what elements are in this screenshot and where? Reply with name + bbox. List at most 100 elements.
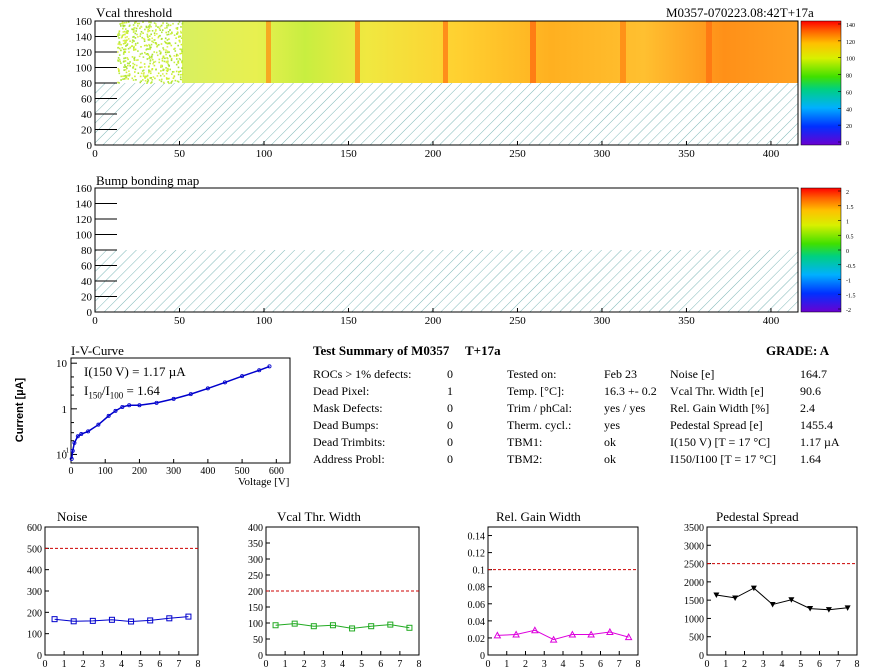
vcal-noise-pixel xyxy=(120,79,122,81)
trend-xtick-label: 5 xyxy=(138,659,143,670)
trend-point xyxy=(624,633,633,641)
trend-ytick-label: 1500 xyxy=(684,596,704,607)
vcal-noise-pixel xyxy=(144,66,146,68)
trend-xtick-label: 6 xyxy=(378,659,383,670)
map-ytick-label: 60 xyxy=(81,261,93,273)
vcal-noise-pixel xyxy=(145,25,148,28)
vcal-noise-pixel xyxy=(157,26,159,28)
vcal-noise-pixel xyxy=(143,40,146,42)
module-id: M0357-070223.08:42T+17a xyxy=(666,5,814,20)
vcal-noise-pixel xyxy=(142,32,144,34)
vcal-noise-pixel xyxy=(125,32,128,34)
trend-ytick-label: 200 xyxy=(248,587,263,598)
vcal-noise-pixel xyxy=(147,30,149,33)
vcal-noise-pixel xyxy=(159,74,162,77)
trend-series-line xyxy=(54,616,189,623)
bump-colorbar xyxy=(800,187,842,313)
vcal-noise-pixel xyxy=(134,26,136,29)
vcal-noise-pixel xyxy=(118,34,121,36)
vcal-noise-pixel xyxy=(165,67,167,69)
vcal-noise-pixel xyxy=(157,72,160,75)
trend-point xyxy=(750,585,757,592)
vcal-noise-pixel xyxy=(133,56,136,59)
trend-point xyxy=(108,616,115,623)
vcal-noise-pixel xyxy=(147,36,149,39)
vcal-noise-pixel xyxy=(167,31,170,33)
vcal-noise-pixel xyxy=(146,45,148,47)
defect-label: Dead Pixel: xyxy=(313,384,370,398)
map-ytick-label: 140 xyxy=(76,199,93,211)
vcal-noise-pixel xyxy=(156,44,159,47)
vcal-noise-pixel xyxy=(139,81,142,84)
vcal-noise-pixel xyxy=(170,59,173,62)
vcal-noise-pixel xyxy=(151,40,153,43)
trend-ytick-label: 50 xyxy=(253,635,263,646)
vcal-noise-pixel xyxy=(136,22,139,25)
trend-xtick-label: 2 xyxy=(81,659,86,670)
vcal-noise-pixel xyxy=(118,54,121,56)
vcal-noise-pixel xyxy=(159,29,161,31)
map-ytick-label: 100 xyxy=(76,230,93,242)
map-ytick-label: 160 xyxy=(76,16,93,28)
trend-point xyxy=(587,630,595,638)
vcal-noise-pixel xyxy=(118,43,121,46)
vcal-noise-pixel xyxy=(152,62,154,65)
vcal-noise-pixel xyxy=(132,79,135,81)
vcal-noise-pixel xyxy=(162,73,164,75)
iv-annotation-2-sub2: 100 xyxy=(109,390,124,401)
trend-xtick-label: 3 xyxy=(100,659,105,670)
iv-annotation-2-main: I xyxy=(84,383,89,398)
vcal-noise-pixel xyxy=(179,58,182,61)
trend-xtick-label: 7 xyxy=(617,659,622,670)
trend-point xyxy=(310,623,317,630)
vcal-noise-pixel xyxy=(139,66,141,69)
vcal-noise-pixel xyxy=(143,63,146,65)
vcal-noise-pixel xyxy=(139,27,141,30)
result-label: Vcal Thr. Width [e] xyxy=(670,384,764,398)
map-xtick-label: 100 xyxy=(256,315,273,327)
result-label: Rel. Gain Width [%] xyxy=(670,401,770,415)
vcal-noise-pixel xyxy=(162,47,164,49)
vcal-noise-pixel xyxy=(146,35,149,37)
vcal-noise-pixel xyxy=(141,70,144,72)
trend-chart-title: Noise xyxy=(57,509,88,524)
vcal-noise-pixel xyxy=(118,70,120,72)
vcal-noise-pixel xyxy=(165,60,168,63)
colorbar-tick-label: 1 xyxy=(846,220,849,226)
vcal-noise-pixel xyxy=(118,32,120,34)
trend-point xyxy=(732,595,739,601)
map-xtick-label: 200 xyxy=(425,148,442,160)
vcal-noise-pixel xyxy=(117,57,120,59)
vcal-noise-pixel xyxy=(128,70,130,72)
bump-bonding-map xyxy=(94,187,799,313)
vcal-noise-pixel xyxy=(118,47,121,50)
trend-point xyxy=(185,613,192,620)
condition-label: Tested on: xyxy=(507,367,557,381)
vcal-noise-pixel xyxy=(134,48,137,51)
colorbar-tick-label: 1.5 xyxy=(846,205,854,211)
vcal-noise-pixel xyxy=(180,37,183,39)
iv-curve-title: I-V-Curve xyxy=(71,343,124,358)
trend-ytick-label: 3500 xyxy=(684,523,704,534)
vcal-noise-pixel xyxy=(145,48,148,51)
vcal-noise-pixel xyxy=(126,36,128,38)
vcal-noise-pixel xyxy=(148,26,150,28)
vcal-noise-pixel xyxy=(144,28,146,31)
vcal-noise-pixel xyxy=(174,79,177,82)
trend-ytick-label: 400 xyxy=(27,566,42,577)
vcal-noise-pixel xyxy=(117,43,120,45)
vcal-noise-pixel xyxy=(136,33,138,36)
vcal-noise-pixel xyxy=(140,61,142,64)
defect-value: 0 xyxy=(447,452,453,466)
vcal-noise-pixel xyxy=(152,41,155,44)
vcal-noise-pixel xyxy=(127,74,129,77)
vcal-noise-pixel xyxy=(148,71,150,74)
vcal-noise-pixel xyxy=(177,61,179,64)
vcal-noise-pixel xyxy=(164,40,166,43)
vcal-noise-pixel xyxy=(170,81,173,83)
vcal-noise-pixel xyxy=(132,24,135,26)
trend-series-line xyxy=(716,587,848,611)
trend-ytick-label: 0.1 xyxy=(473,566,486,577)
